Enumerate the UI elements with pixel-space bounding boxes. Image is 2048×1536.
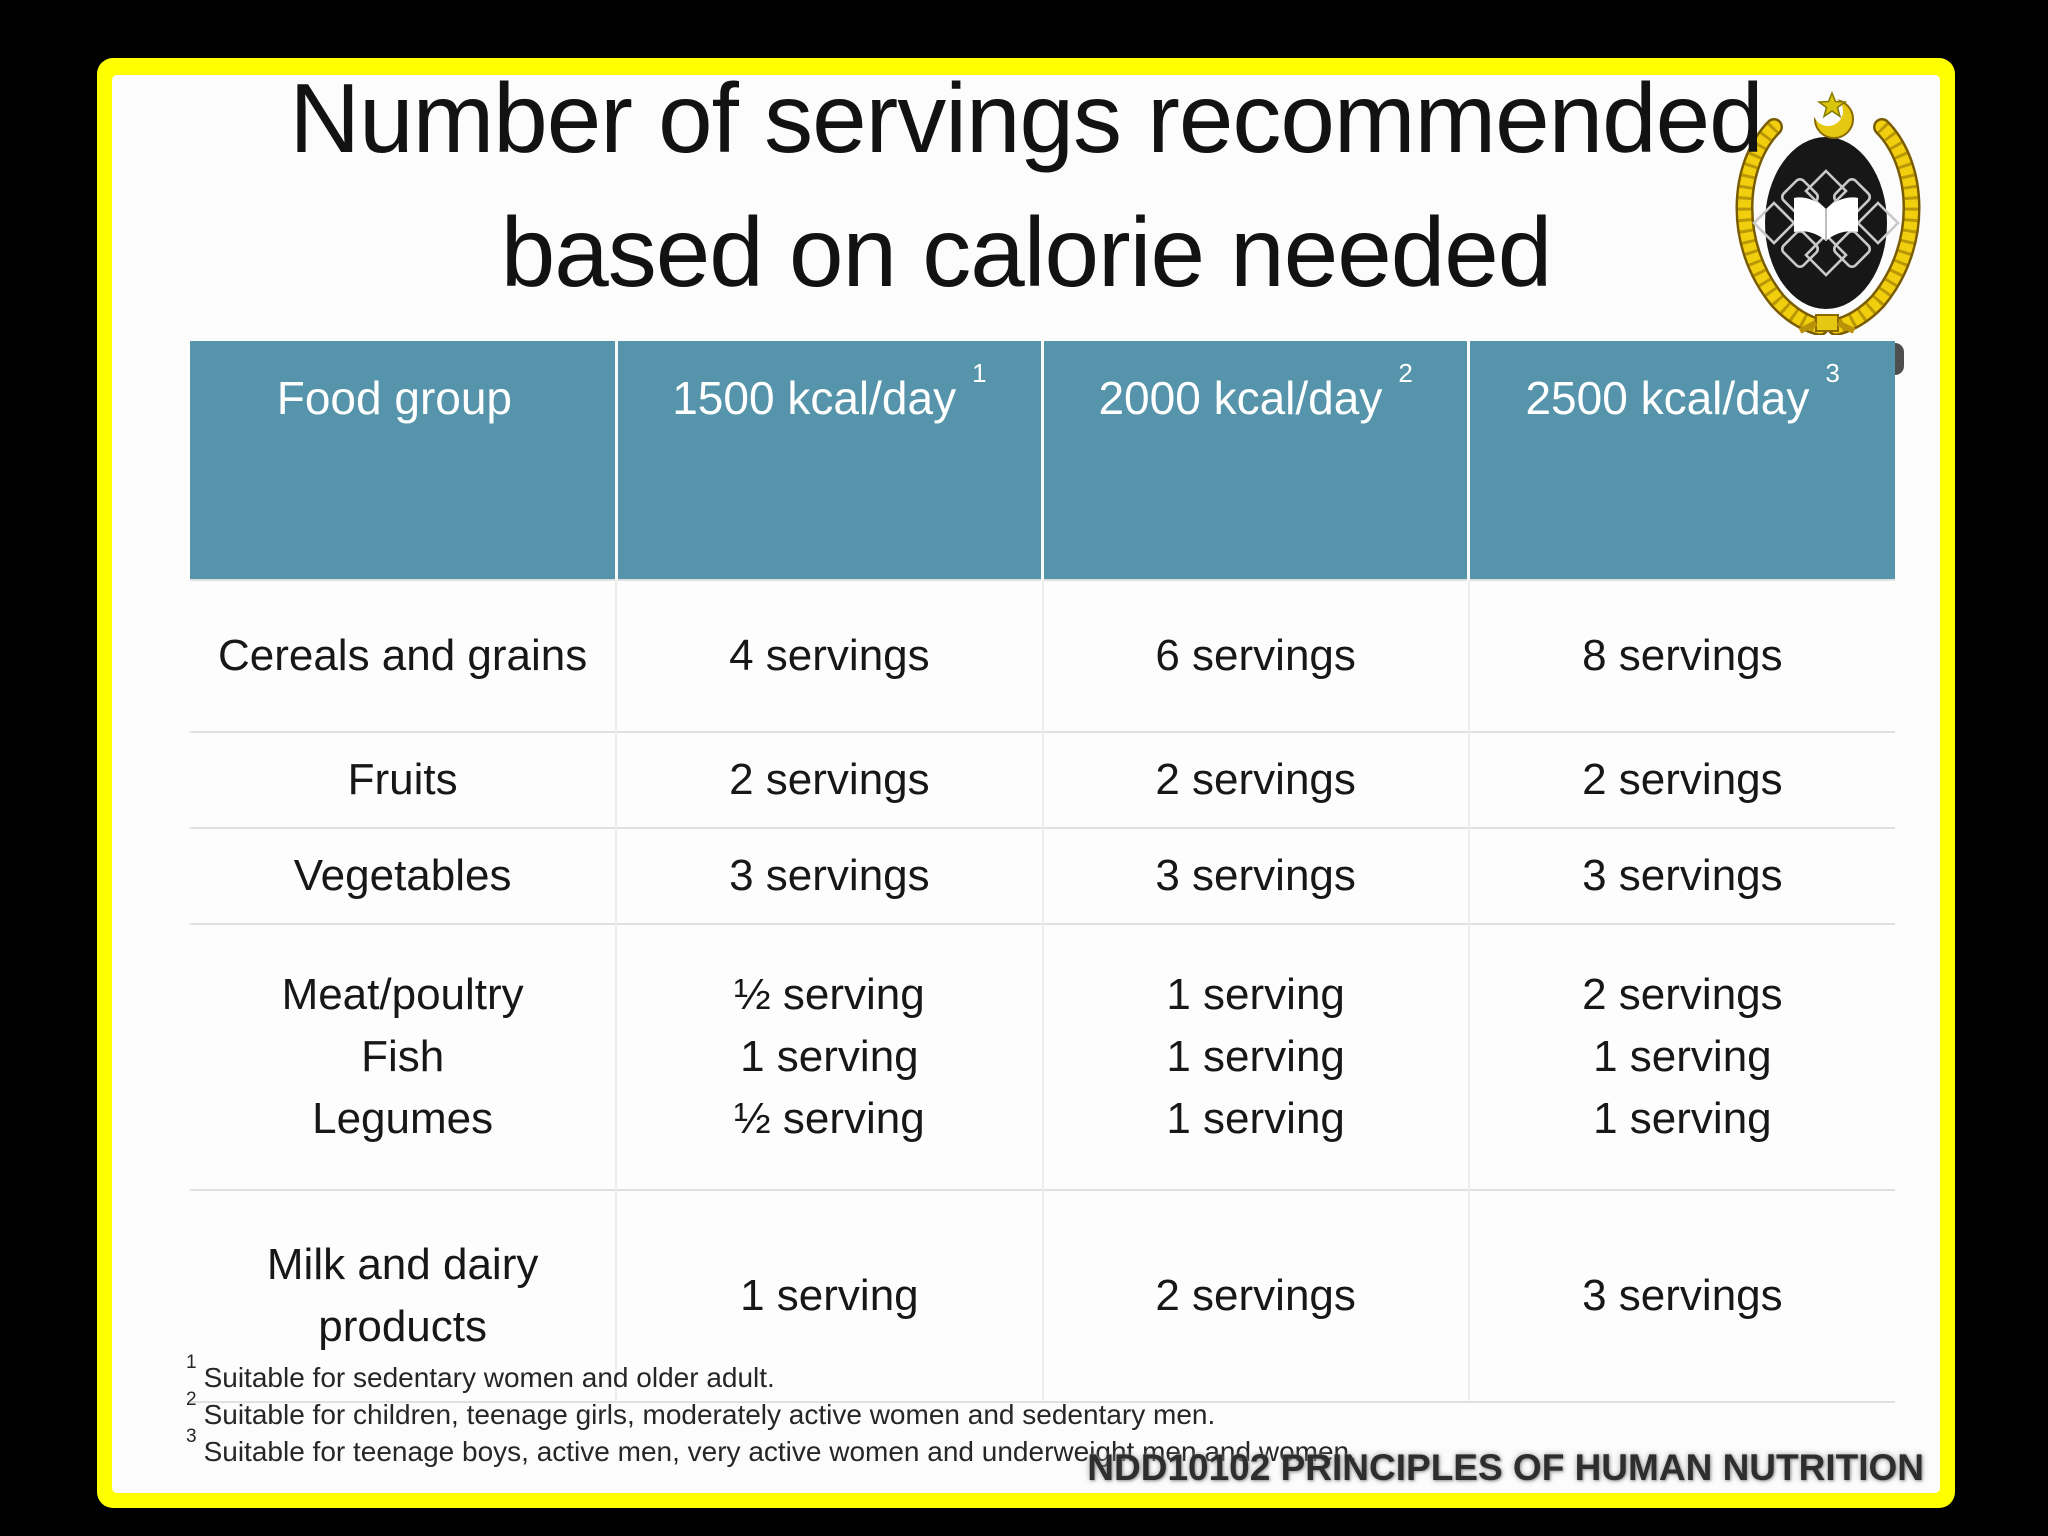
cell-line: 2 servings [1582,755,1783,804]
title-line-1: Number of servings recommended [289,63,1763,173]
cell-line: Milk and dairy [266,1240,539,1289]
servings-cell: 2 servings [616,731,1044,828]
cell-line: 1 serving [1166,1094,1345,1143]
footnote-text: Suitable for sedentary women and older a… [203,1362,775,1393]
food-group-cell: Fruits [190,731,618,828]
slide-border: Number of servings recommended based on c… [97,58,1955,1508]
cell-line: 4 servings [729,631,930,680]
slide: Number of servings recommended based on c… [112,63,1940,1493]
footnote-2: 2 Suitable for children, teenage girls, m… [186,1388,1216,1430]
cell-line: 1 serving [1593,1032,1772,1081]
servings-cell: 2 servings [1042,731,1470,828]
cell-line: Vegetables [293,851,512,900]
header-1500-kcal: 1500 kcal/day 1 [616,341,1045,580]
cell-line: ½ serving [733,970,925,1019]
cell-line: 3 servings [1155,851,1356,900]
cell-line: 1 serving [1166,970,1345,1019]
cell-line: 1 serving [1593,1094,1772,1143]
cell-line: Legumes [312,1094,494,1143]
cell-line: 8 servings [1582,631,1783,680]
servings-cell: 4 servings [616,579,1044,732]
crescent-star-icon [1813,91,1854,139]
table-row: Cereals and grains 4 servings 6 servings 8 … [190,579,1895,732]
cell-line: Fish [361,1032,445,1081]
servings-cell: 2 servings [1042,1189,1470,1403]
footnote-text: Suitable for teenage boys, active men, v… [203,1436,1357,1467]
cell-line: 3 servings [729,851,930,900]
cell-line: Cereals and grains [217,631,588,680]
header-label: 2500 kcal/day [1525,372,1810,424]
footnote-1: 1 Suitable for sedentary women and older … [186,1351,775,1393]
servings-table-container: Food group 1500 kcal/day 1 2000 kcal/day 2… [190,341,1895,1403]
wreath-icon [1735,118,1921,335]
cell-line: 3 servings [1582,851,1783,900]
servings-cell: 3 servings [1468,827,1895,924]
servings-cell: 1 serving 1 serving 1 serving [1042,923,1470,1190]
footnote-3: 3 Suitable for teenage boys, active men, … [186,1425,1357,1467]
food-group-cell: Meat/poultry Fish Legumes [190,923,618,1190]
servings-cell: 6 servings [1042,579,1470,732]
table-row: Fruits 2 servings 2 servings 2 servings [190,731,1895,828]
servings-cell: 3 servings [616,827,1044,924]
table-header: Food group 1500 kcal/day 1 2000 kcal/day 2… [190,341,1895,580]
table-row: Meat/poultry Fish Legumes ½ serving 1 servin… [190,923,1895,1190]
cell-line: 2 servings [1582,970,1783,1019]
servings-cell: 8 servings [1468,579,1895,732]
header-2500-kcal: 2500 kcal/day 3 [1468,341,1895,580]
cell-line: Fruits [347,755,458,804]
servings-cell: 2 servings 1 serving 1 serving [1468,923,1895,1190]
food-group-cell: Milk and dairy products [190,1189,618,1403]
cell-line: 3 servings [1582,1271,1783,1320]
university-crest-logo [1735,91,1921,335]
header-label: Food group [276,372,513,424]
title-line-2: based on calorie needed [500,197,1552,307]
servings-table: Food group 1500 kcal/day 1 2000 kcal/day 2… [190,341,1895,1403]
wreath-knot [1798,314,1856,334]
food-group-cell: Cereals and grains [190,579,618,732]
servings-cell: 2 servings [1468,731,1895,828]
table-body: Cereals and grains 4 servings 6 servings 8 … [190,579,1895,1403]
header-food-group: Food group [190,341,618,580]
servings-cell: 3 servings [1468,1189,1895,1403]
cell-line: 6 servings [1155,631,1356,680]
cell-line: Meat/poultry [281,970,524,1019]
cell-line: 2 servings [729,755,930,804]
slide-title: Number of servings recommended based on c… [112,51,1940,319]
table-row: Vegetables 3 servings 3 servings 3 servings [190,827,1895,924]
table-header-row: Food group 1500 kcal/day 1 2000 kcal/day 2… [190,341,1895,580]
cell-line: 1 serving [740,1032,919,1081]
table-row: Milk and dairy products 1 serving 2 serving… [190,1189,1895,1403]
servings-cell: 3 servings [1042,827,1470,924]
food-group-cell: Vegetables [190,827,618,924]
footnotes: 1 Suitable for sedentary women and older … [186,1351,1357,1470]
header-label: 2000 kcal/day [1098,372,1383,424]
cell-line: 2 servings [1155,1271,1356,1320]
cell-line: ½ serving [733,1094,925,1143]
footnote-text: Suitable for children, teenage girls, mo… [203,1399,1216,1430]
course-code-footer: NDD10102 PRINCIPLES OF HUMAN NUTRITION [1087,1447,1924,1488]
cell-line: 1 serving [1166,1032,1345,1081]
servings-cell: ½ serving 1 serving ½ serving [616,923,1044,1190]
header-2000-kcal: 2000 kcal/day 2 [1042,341,1471,580]
header-label: 1500 kcal/day [672,372,957,424]
cell-line: products [318,1302,487,1351]
servings-cell: 1 serving [616,1189,1044,1403]
cell-line: 2 servings [1155,755,1356,804]
cell-line: 1 serving [740,1271,919,1320]
